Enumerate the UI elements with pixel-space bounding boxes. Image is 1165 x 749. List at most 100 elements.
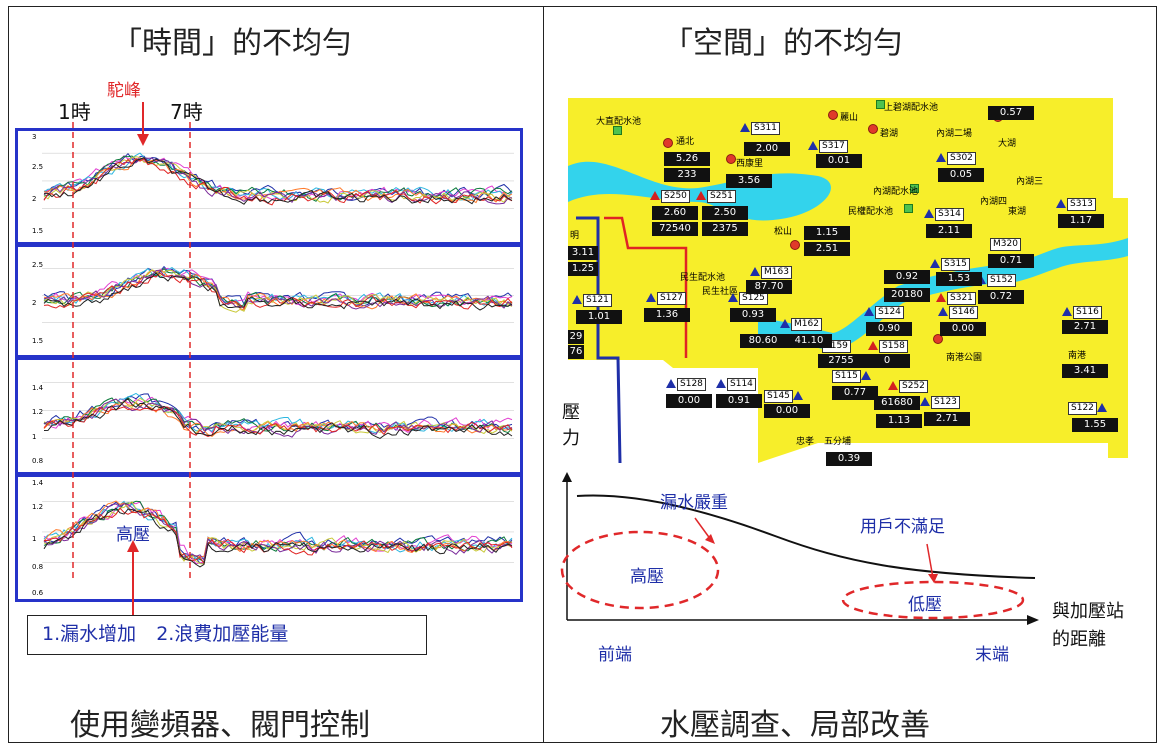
pressure-value: 1.17 [1058,214,1104,228]
pressure-value: 3.41 [1062,364,1108,378]
reservoir-icon [910,184,919,193]
series-line [43,503,513,562]
series-line [43,406,513,437]
panel-3-tick: 1 [32,433,37,441]
pressure-value: 233 [664,168,710,182]
reservoir-icon [876,100,885,109]
panel-1-tick: 1.5 [32,227,44,235]
series-line [43,272,513,311]
place-label: 內湖三 [1016,177,1044,187]
pressure-value: 0.05 [938,168,984,182]
pressure-value: 2.11 [926,224,972,238]
station-marker-icon [938,307,948,316]
pressure-value: 0.77 [832,386,878,400]
pressure-value: 0.92 [884,270,930,284]
pressure-value: 1.25 [568,262,598,276]
place-label: 內湖四 [980,197,1008,207]
panel-1-tick: 2.5 [32,163,44,171]
station-marker-icon [1096,403,1107,412]
station-marker-icon [888,381,898,390]
unmet-arrow [926,543,934,579]
chart-x-label: 與加壓站的距離 [1052,601,1124,650]
pressure-value: 2755 [818,354,864,368]
panel-1-tick: 3 [32,133,37,141]
place-label: 大湖 [998,139,1017,149]
panel-3-tick: 1.4 [32,384,44,392]
place-label: 松山 [774,227,793,237]
place-label: 西康里 [736,159,764,169]
y-axis-arrow [562,472,572,482]
station-tag: S317 [808,140,848,153]
series-line [43,507,513,568]
pressure-value: 41.10 [786,334,832,348]
pressure-value: 2.71 [924,412,970,426]
callout-item-2: 2.浪費加壓能量 [156,623,289,645]
station-marker-icon [920,397,930,406]
reservoir-icon [904,204,913,213]
station-tag: S158 [868,340,908,353]
pressure-value: 0.57 [988,106,1034,120]
station-marker-icon [924,209,934,218]
station-tag: S124 [864,306,904,319]
series-line [43,398,513,439]
marker-start-label: 1時 [58,100,91,124]
marker-overlay [72,102,191,618]
pressure-value: 1.55 [1072,418,1118,432]
series-line [43,156,513,204]
panel-1-tick: 2 [32,195,37,203]
pressure-value: 1.01 [576,310,622,324]
peak-arrowhead [137,134,149,146]
pressure-value: 0.00 [666,394,712,408]
panel-4-tick: 1.4 [32,479,44,487]
panel-3-tick: 1.2 [32,408,44,416]
place-label: 民生社區 [702,287,739,297]
place-label: 民權配水池 [848,207,894,217]
station-marker-icon [780,319,790,328]
left-title: 「時間」的不均勻 [112,26,352,61]
pressure-schematic [560,472,1039,625]
pressure-value: 72540 [652,222,698,236]
place-label: 通北 [676,137,695,147]
station-marker-icon [666,379,676,388]
station-marker-icon [868,341,878,350]
station-tag: S127 [646,292,686,305]
pressure-value: 76 [568,345,584,359]
station-tag: S116 [1062,306,1102,319]
place-label: 五分埔 [824,437,852,447]
peak-label: 駝峰 [107,81,141,101]
pressure-map: 大直配水池 上碧湖配水池 麗山 碧湖 內湖二場 大湖 通北 西康里 內湖配水池 … [568,98,1128,468]
high-pressure-ellipse [560,530,720,610]
place-label: 內湖二場 [936,129,973,139]
pressure-value: 0.93 [730,308,776,322]
panel-3-tick: 0.8 [32,457,44,465]
station-marker-icon [864,307,874,316]
leak-label: 漏水嚴重 [660,493,728,513]
high-pressure-arrowhead [127,540,139,552]
panel-2-tick: 1.5 [32,337,44,345]
high-pressure-zone-label: 高壓 [630,567,664,587]
station-tag: S114 [716,378,756,391]
panel-4-tick: 1 [32,535,37,543]
station-marker-icon [808,141,818,150]
place-label: 麗山 [840,113,859,123]
x-end-label: 末端 [975,645,1009,665]
pressure-value: 0.39 [826,452,872,466]
station-tag: S250 [650,190,690,203]
reservoir-icon [613,126,622,135]
time-series-panel-2: 2.5 2 1.5 [15,244,523,358]
chart-y-label: 壓力 [562,402,580,449]
high-pressure-label: 高壓 [116,525,150,545]
pressure-value: 2375 [702,222,748,236]
station-tag: S302 [936,152,976,165]
station-tag: S146 [938,306,978,319]
station-dot [790,240,800,250]
place-label: 忠孝 [796,437,815,447]
station-dot [828,110,838,120]
station-dot [868,124,878,134]
pressure-value: 0.71 [988,254,1034,268]
station-tag: S123 [920,396,960,409]
station-tag: S115 [832,370,872,383]
pressure-value: 29 [568,330,584,344]
series-line [43,501,513,565]
station-tag: S313 [1056,198,1096,211]
